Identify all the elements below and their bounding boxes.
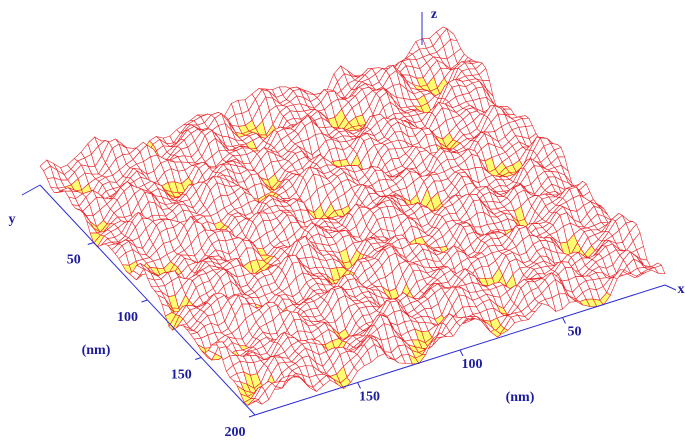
y-tick [249, 415, 255, 417]
x-tick [460, 350, 463, 356]
x-tick-label: 50 [568, 325, 582, 340]
surface-plot: z y x (nm) (nm) 50 100 150 200 50 100 150 [0, 0, 685, 448]
x-axis-ext [665, 285, 676, 290]
y-tick-label: 100 [117, 310, 138, 325]
z-axis-label: z [431, 7, 437, 22]
y-unit: (nm) [82, 343, 111, 358]
y-axis-label: y [9, 212, 16, 227]
y-tick [88, 243, 94, 245]
y-tick [195, 358, 201, 360]
y-axis-ext [22, 185, 40, 195]
x-tick [563, 318, 566, 324]
x-tick-label: 100 [462, 357, 483, 372]
x-unit: (nm) [506, 390, 535, 405]
y-tick [142, 300, 148, 302]
surface-mesh [40, 27, 665, 406]
x-tick-label: 150 [359, 390, 380, 405]
y-tick-label: 50 [67, 253, 81, 268]
y-tick-label: 200 [225, 425, 246, 440]
x-tick [358, 383, 361, 389]
y-tick-label: 150 [171, 368, 192, 383]
x-axis-label: x [678, 282, 685, 297]
